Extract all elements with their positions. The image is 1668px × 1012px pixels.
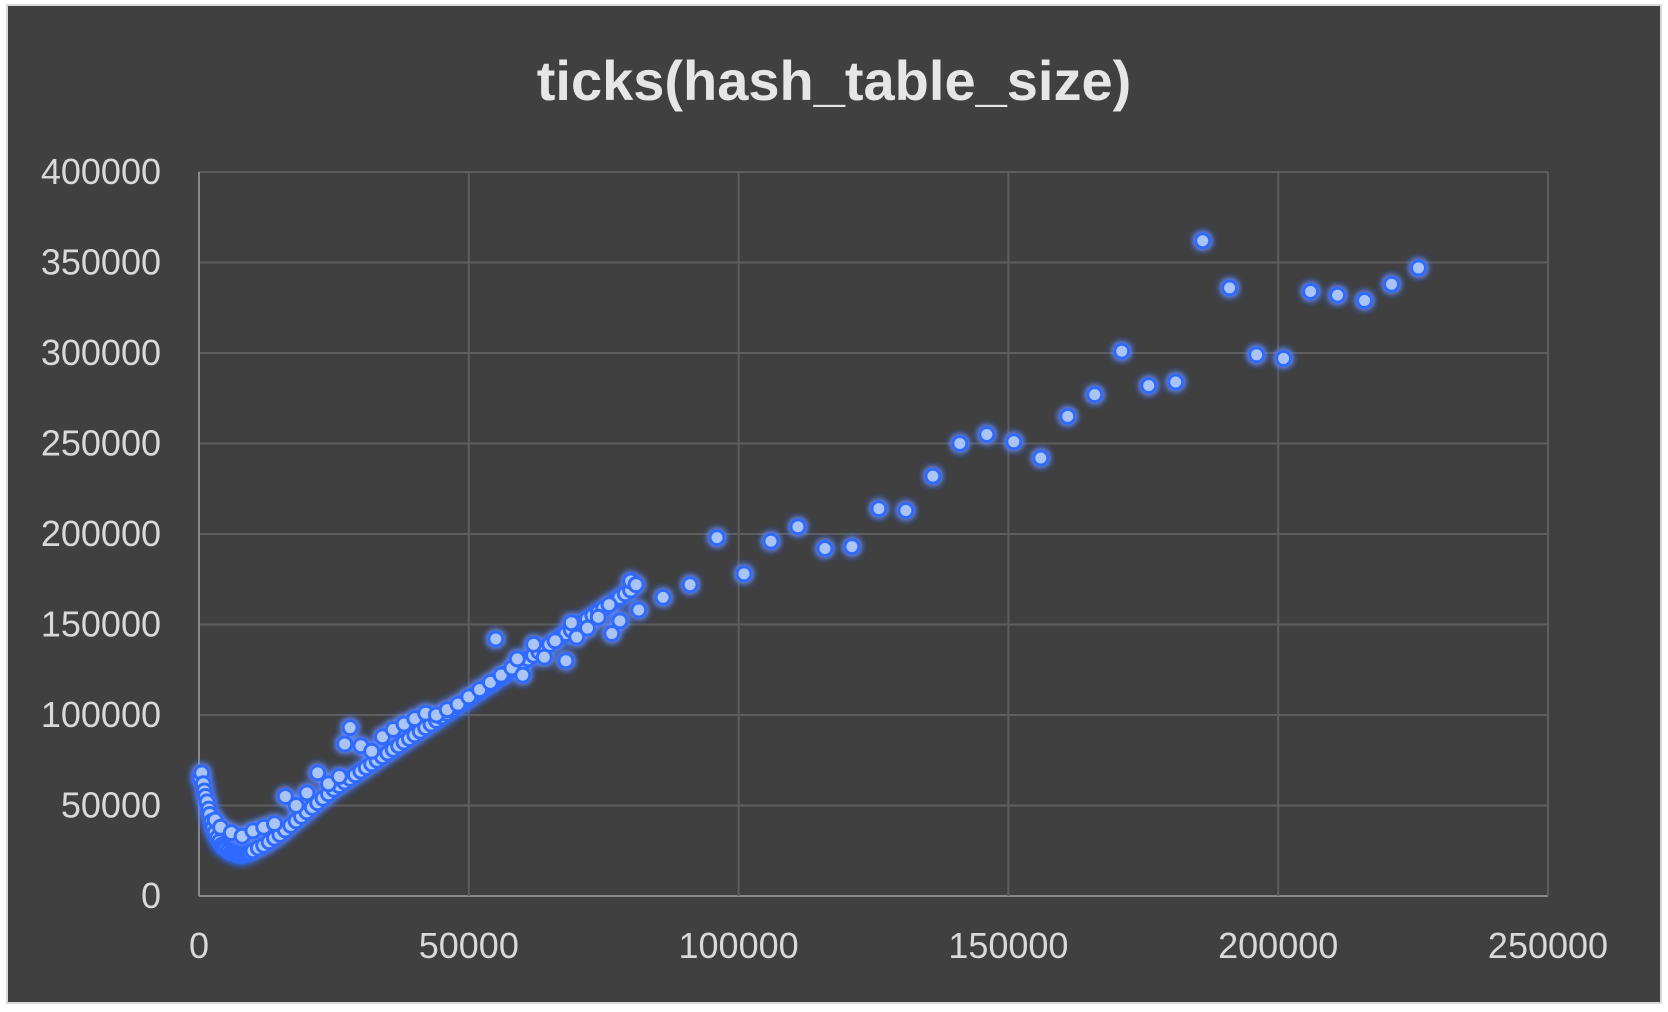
y-tick-label: 100000 xyxy=(41,694,161,735)
y-tick-label: 200000 xyxy=(41,513,161,554)
data-point xyxy=(870,500,888,518)
data-point xyxy=(309,764,327,782)
data-point xyxy=(951,435,969,452)
data-point xyxy=(1329,286,1347,304)
data-point xyxy=(1194,232,1212,250)
data-point xyxy=(336,735,354,753)
data-point xyxy=(978,425,996,443)
data-point xyxy=(487,630,505,648)
data-point xyxy=(1275,349,1293,367)
data-point xyxy=(525,635,543,653)
data-point xyxy=(276,787,294,805)
data-point xyxy=(579,619,597,637)
data-point xyxy=(589,608,607,626)
data-point xyxy=(1032,449,1050,467)
data-point xyxy=(1383,275,1401,293)
data-point xyxy=(557,652,575,670)
x-tick-label: 150000 xyxy=(948,925,1068,966)
data-point xyxy=(1248,346,1266,364)
data-point xyxy=(735,565,753,583)
x-tick-label: 50000 xyxy=(419,925,519,966)
data-point xyxy=(630,601,648,619)
data-point xyxy=(789,518,807,536)
data-point xyxy=(1005,433,1023,451)
data-point xyxy=(508,650,526,668)
data-point xyxy=(1302,282,1320,300)
data-point xyxy=(1140,377,1158,395)
y-tick-label: 250000 xyxy=(41,423,161,464)
data-point xyxy=(627,576,645,594)
data-point xyxy=(762,532,780,550)
data-point xyxy=(330,768,348,786)
data-point xyxy=(535,648,553,666)
x-tick-label: 250000 xyxy=(1488,925,1608,966)
data-point xyxy=(1409,259,1427,277)
y-tick-label: 0 xyxy=(141,875,161,916)
data-point xyxy=(546,632,564,650)
data-point xyxy=(924,467,942,485)
data-point xyxy=(1167,373,1185,391)
data-point xyxy=(843,538,861,556)
data-point xyxy=(363,742,381,760)
data-point xyxy=(600,596,618,614)
chart-title: ticks(hash_table_size) xyxy=(537,49,1131,112)
data-point xyxy=(1086,386,1104,404)
data-point xyxy=(287,797,305,814)
y-tick-label: 150000 xyxy=(41,604,161,645)
data-point xyxy=(1221,279,1239,297)
x-axis-tick-labels: 0 50000 100000 150000 200000 250000 xyxy=(189,925,1608,966)
y-tick-label: 50000 xyxy=(61,785,161,826)
y-tick-label: 350000 xyxy=(41,242,161,283)
data-point xyxy=(654,588,672,606)
data-point xyxy=(1356,292,1374,310)
data-point xyxy=(514,666,532,684)
x-tick-label: 0 xyxy=(189,925,209,966)
y-axis-tick-labels: 0 50000 100000 150000 200000 250000 300000 3500… xyxy=(41,151,161,916)
data-point xyxy=(562,614,580,632)
data-point xyxy=(611,612,629,630)
data-point xyxy=(568,628,586,646)
x-tick-label: 200000 xyxy=(1218,925,1338,966)
data-points xyxy=(191,232,1427,864)
data-point xyxy=(1113,342,1131,360)
x-tick-label: 100000 xyxy=(679,925,799,966)
gridlines xyxy=(198,171,1549,897)
data-point xyxy=(603,625,621,643)
data-point xyxy=(897,501,915,519)
data-point xyxy=(341,719,359,737)
y-tick-label: 400000 xyxy=(41,151,161,192)
data-point xyxy=(816,539,834,557)
y-tick-label: 300000 xyxy=(41,332,161,373)
data-point xyxy=(681,576,699,594)
data-point xyxy=(298,784,316,802)
data-point xyxy=(1059,407,1077,425)
data-point xyxy=(266,815,284,833)
data-point xyxy=(708,529,726,547)
